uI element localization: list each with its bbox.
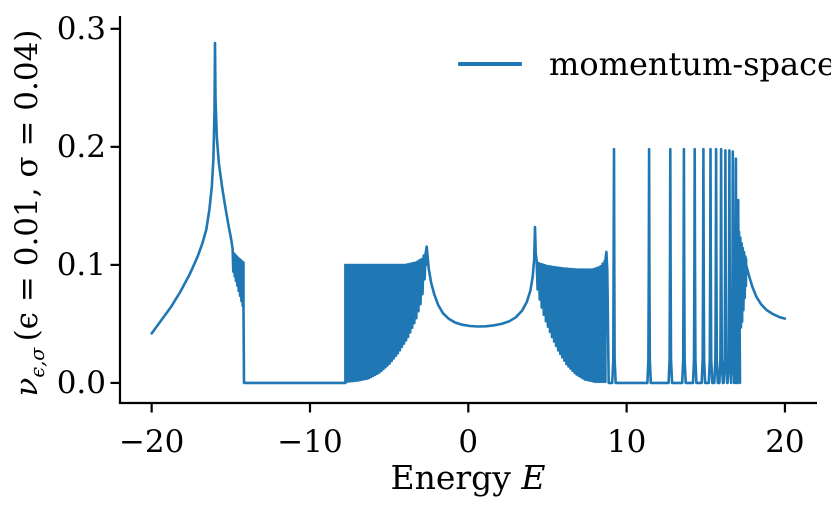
x-tick-label: 0	[458, 424, 479, 460]
y-axis-label: νϵ,σ (ϵ = 0.01, σ = 0.04)	[9, 0, 51, 429]
legend-line-sample	[458, 62, 522, 66]
tick-marks	[110, 27, 787, 413]
x-axis-label: Energy E	[308, 458, 628, 497]
y-axis-label-subscript: ϵ,σ	[26, 347, 50, 378]
y-axis-label-symbol: ν	[9, 377, 45, 397]
x-tick-label: 20	[765, 424, 805, 460]
y-tick-label: 0.3	[56, 10, 106, 47]
y-axis-label-params: (ϵ = 0.01, σ = 0.04)	[9, 29, 45, 348]
legend-label: momentum-space	[549, 45, 831, 83]
legend: momentum-space	[458, 44, 831, 84]
x-tick-label: −10	[277, 424, 343, 460]
x-tick-label: −20	[118, 424, 185, 460]
y-tick-label: 0.0	[56, 364, 106, 401]
x-axis-label-text: Energy	[390, 458, 522, 497]
x-axis-label-math: E	[521, 458, 546, 497]
y-tick-label: 0.2	[56, 128, 106, 165]
dos-curve	[150, 41, 787, 385]
y-tick-label: 0.1	[56, 246, 106, 283]
x-tick-label: 10	[606, 424, 647, 460]
